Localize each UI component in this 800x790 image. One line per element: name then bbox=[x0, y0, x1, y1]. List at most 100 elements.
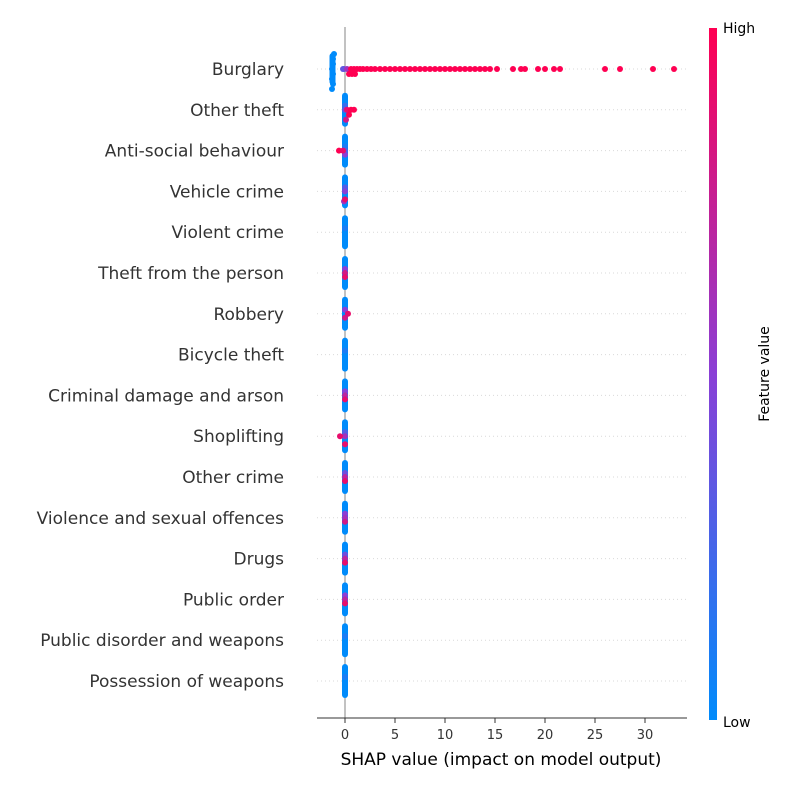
colorbar-high-label: High bbox=[723, 21, 755, 37]
shap-point bbox=[402, 66, 408, 72]
shap-point bbox=[650, 66, 656, 72]
x-axis-title: SHAP value (impact on model output) bbox=[341, 750, 662, 770]
colorbar-low-label: Low bbox=[723, 715, 751, 731]
shap-point bbox=[342, 347, 348, 354]
shap-point bbox=[342, 674, 348, 680]
shap-point bbox=[342, 559, 348, 566]
shap-point bbox=[342, 396, 348, 403]
shap-point bbox=[329, 76, 335, 82]
feature-label-other-crime: Other crime bbox=[182, 468, 284, 488]
shap-point bbox=[342, 433, 348, 440]
shap-point bbox=[342, 188, 348, 195]
feature-label-bicycle-theft: Bicycle theft bbox=[178, 346, 284, 366]
feature-label-violent-crime: Violent crime bbox=[172, 223, 284, 243]
shap-point bbox=[437, 66, 443, 72]
shap-point bbox=[452, 66, 458, 72]
shap-point bbox=[329, 86, 335, 92]
shap-point bbox=[407, 66, 413, 72]
x-tick-label: 20 bbox=[537, 728, 554, 743]
shap-point bbox=[337, 433, 343, 440]
shap-point bbox=[343, 116, 349, 123]
shap-point bbox=[342, 600, 348, 607]
feature-label-public-disorder-and-weapons: Public disorder and weapons bbox=[40, 631, 284, 651]
shap-point bbox=[392, 66, 398, 72]
x-tick-label: 15 bbox=[487, 728, 504, 743]
x-tick-label: 5 bbox=[391, 728, 399, 743]
shap-point bbox=[551, 66, 557, 72]
shap-point bbox=[351, 106, 357, 113]
shap-point bbox=[329, 66, 335, 72]
shap-point bbox=[412, 66, 418, 72]
shap-point bbox=[330, 81, 336, 87]
shap-point bbox=[387, 66, 393, 72]
feature-labels: Burglary Other theft Anti-social behaviour… bbox=[37, 60, 285, 692]
shap-point bbox=[557, 66, 563, 72]
feature-label-public-order: Public order bbox=[183, 590, 284, 610]
point-cluster-possession-of-weapons bbox=[342, 664, 348, 698]
x-tick-label: 0 bbox=[341, 728, 349, 743]
shap-point bbox=[602, 66, 608, 72]
shap-point bbox=[427, 66, 433, 72]
feature-label-other-theft: Other theft bbox=[190, 101, 284, 121]
feature-label-anti-social-behaviour: Anti-social behaviour bbox=[105, 142, 284, 162]
shap-point bbox=[472, 66, 478, 72]
shap-point bbox=[342, 225, 348, 232]
shap-point bbox=[671, 66, 677, 72]
shap-point bbox=[447, 66, 453, 72]
shap-point bbox=[422, 66, 428, 72]
colorbar-gradient bbox=[709, 28, 717, 720]
shap-point bbox=[432, 66, 438, 72]
shap-points bbox=[329, 51, 677, 698]
shap-point bbox=[482, 66, 488, 72]
point-cluster-bicycle-theft bbox=[342, 337, 348, 372]
shap-point bbox=[377, 66, 383, 72]
shap-point bbox=[494, 66, 500, 72]
shap-point bbox=[522, 66, 528, 72]
shap-point bbox=[342, 196, 348, 203]
shap-point bbox=[457, 66, 463, 72]
shap-point bbox=[617, 66, 623, 72]
shap-point bbox=[510, 66, 516, 72]
shap-point bbox=[342, 633, 348, 640]
feature-label-criminal-damage-and-arson: Criminal damage and arson bbox=[48, 386, 284, 406]
shap-point bbox=[340, 147, 346, 154]
shap-point bbox=[342, 518, 348, 525]
point-cluster-violent-crime bbox=[342, 215, 348, 250]
feature-label-vehicle-crime: Vehicle crime bbox=[170, 182, 284, 202]
shap-point bbox=[330, 71, 336, 77]
shap-point bbox=[331, 51, 337, 57]
shap-point bbox=[346, 111, 352, 118]
shap-point bbox=[535, 66, 541, 72]
shap-point bbox=[477, 66, 483, 72]
feature-label-theft-from-the-person: Theft from the person bbox=[97, 264, 284, 284]
shap-point bbox=[372, 66, 378, 72]
shap-point bbox=[342, 441, 348, 448]
shap-point bbox=[487, 66, 493, 72]
shap-point bbox=[467, 66, 473, 72]
shap-point bbox=[462, 66, 468, 72]
feature-label-possession-of-weapons: Possession of weapons bbox=[89, 672, 284, 692]
x-axis: 0 5 10 15 20 25 30 bbox=[317, 717, 687, 743]
shap-point bbox=[352, 71, 358, 77]
shap-point bbox=[417, 66, 423, 72]
feature-label-robbery: Robbery bbox=[213, 305, 284, 325]
feature-label-violence-and-sexual-offences: Violence and sexual offences bbox=[37, 509, 284, 529]
row-guides bbox=[317, 68, 687, 682]
shap-point bbox=[330, 56, 336, 62]
shap-point bbox=[342, 274, 348, 280]
x-tick-label: 25 bbox=[587, 728, 604, 743]
shap-point bbox=[342, 314, 348, 321]
colorbar: High Low Feature value bbox=[709, 21, 773, 731]
shap-point bbox=[342, 478, 348, 484]
x-tick-label: 10 bbox=[437, 728, 454, 743]
shap-point bbox=[442, 66, 448, 72]
x-tick-label: 30 bbox=[637, 728, 654, 743]
shap-point bbox=[382, 66, 388, 72]
feature-label-burglary: Burglary bbox=[212, 60, 284, 80]
colorbar-title: Feature value bbox=[757, 326, 773, 422]
shap-point bbox=[397, 66, 403, 72]
shap-point bbox=[330, 61, 336, 67]
shap-point bbox=[542, 66, 548, 72]
point-cluster-public-disorder-and-weapons bbox=[342, 623, 348, 658]
feature-label-shoplifting: Shoplifting bbox=[193, 427, 284, 447]
